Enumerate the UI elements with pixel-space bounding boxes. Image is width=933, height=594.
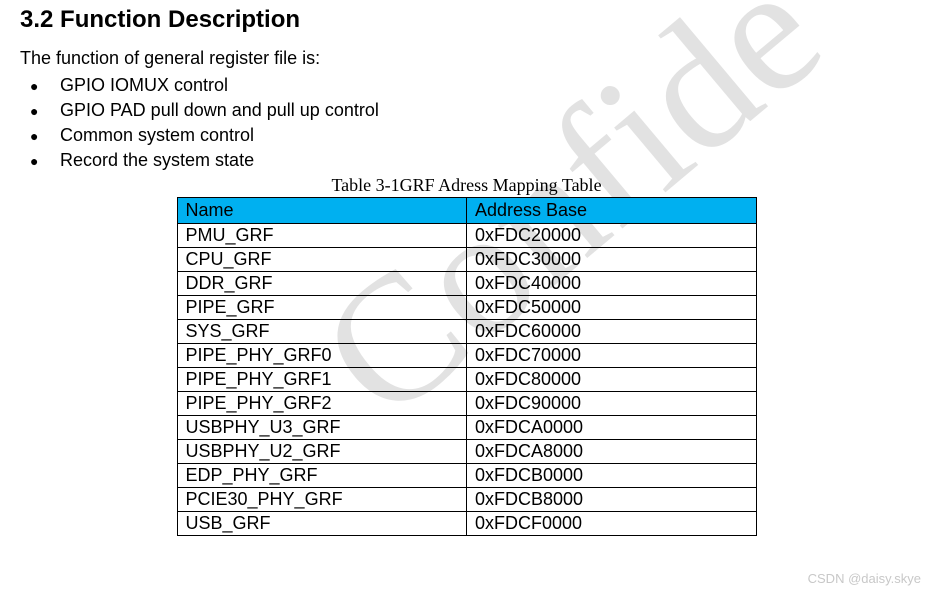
table-caption: Table 3-1GRF Adress Mapping Table [20,175,913,196]
list-item: GPIO PAD pull down and pull up control [30,98,913,123]
table-cell: USB_GRF [177,512,467,536]
table-header-row: Name Address Base [177,198,756,224]
table-cell: 0xFDCF0000 [467,512,757,536]
table-row: SYS_GRF0xFDC60000 [177,320,756,344]
table-cell: 0xFDC40000 [467,272,757,296]
table-cell: 0xFDC90000 [467,392,757,416]
table-cell: 0xFDCB0000 [467,464,757,488]
list-item: Common system control [30,123,913,148]
table-row: EDP_PHY_GRF0xFDCB0000 [177,464,756,488]
table-cell: USBPHY_U3_GRF [177,416,467,440]
table-cell: 0xFDC70000 [467,344,757,368]
function-list: GPIO IOMUX control GPIO PAD pull down an… [20,73,913,173]
table-cell: PIPE_PHY_GRF2 [177,392,467,416]
table-row: CPU_GRF0xFDC30000 [177,248,756,272]
table-cell: 0xFDC20000 [467,224,757,248]
table-row: PIPE_GRF0xFDC50000 [177,296,756,320]
section-heading: 3.2 Function Description [20,6,913,34]
table-row: PCIE30_PHY_GRF0xFDCB8000 [177,488,756,512]
table-row: USBPHY_U3_GRF0xFDCA0000 [177,416,756,440]
table-cell: PIPE_PHY_GRF0 [177,344,467,368]
table-cell: CPU_GRF [177,248,467,272]
table-cell: 0xFDC30000 [467,248,757,272]
table-row: DDR_GRF0xFDC40000 [177,272,756,296]
table-cell: USBPHY_U2_GRF [177,440,467,464]
table-row: PIPE_PHY_GRF10xFDC80000 [177,368,756,392]
table-cell: 0xFDCB8000 [467,488,757,512]
address-mapping-table: Name Address Base PMU_GRF0xFDC20000 CPU_… [177,197,757,536]
table-cell: SYS_GRF [177,320,467,344]
table-cell: 0xFDC50000 [467,296,757,320]
table-header-cell: Address Base [467,198,757,224]
table-cell: 0xFDCA0000 [467,416,757,440]
document-content: 3.2 Function Description The function of… [0,0,933,542]
table-cell: PCIE30_PHY_GRF [177,488,467,512]
list-item: GPIO IOMUX control [30,73,913,98]
table-row: USBPHY_U2_GRF0xFDCA8000 [177,440,756,464]
table-row: PMU_GRF0xFDC20000 [177,224,756,248]
table-cell: PIPE_GRF [177,296,467,320]
table-row: USB_GRF0xFDCF0000 [177,512,756,536]
table-cell: 0xFDCA8000 [467,440,757,464]
list-item: Record the system state [30,148,913,173]
table-cell: PIPE_PHY_GRF1 [177,368,467,392]
table-row: PIPE_PHY_GRF20xFDC90000 [177,392,756,416]
attribution-text: CSDN @daisy.skye [808,571,921,586]
table-row: PIPE_PHY_GRF00xFDC70000 [177,344,756,368]
table-cell: DDR_GRF [177,272,467,296]
intro-paragraph: The function of general register file is… [20,48,913,69]
table-cell: 0xFDC80000 [467,368,757,392]
table-cell: EDP_PHY_GRF [177,464,467,488]
table-header-cell: Name [177,198,467,224]
table-cell: PMU_GRF [177,224,467,248]
table-cell: 0xFDC60000 [467,320,757,344]
